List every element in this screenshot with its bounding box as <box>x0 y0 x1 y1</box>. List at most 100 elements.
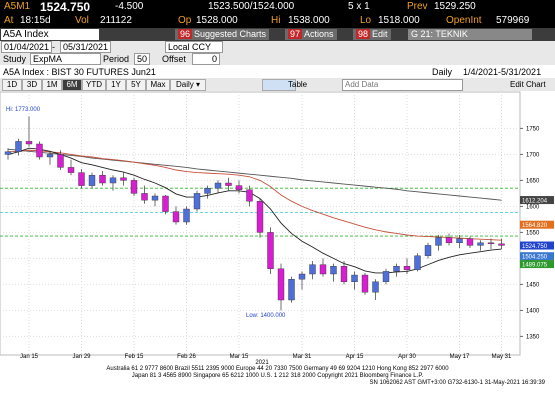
candle-body <box>267 232 274 269</box>
range-button[interactable]: YTD <box>82 79 106 91</box>
price-label: 1524.750 <box>522 244 548 250</box>
frequency: Daily <box>432 67 453 77</box>
candle-body <box>309 264 316 275</box>
actions-button[interactable]: 97 Actions <box>285 29 337 40</box>
button-number: 97 <box>288 29 303 39</box>
candle-body <box>498 243 505 246</box>
study-row: Study ExpMA Period 50 Offset 0 <box>0 53 555 65</box>
price-label: 1504.250 <box>522 255 548 261</box>
add-data-field[interactable]: Add Data <box>342 79 463 91</box>
candle-body <box>67 167 75 173</box>
price-label: 1564.820 <box>522 223 548 229</box>
x-tick-label: May 31 <box>492 354 512 360</box>
range-button[interactable]: 1M <box>42 79 62 91</box>
size: 5 x 1 <box>348 1 370 12</box>
button-number: 98 <box>356 29 371 39</box>
range-button[interactable]: Daily ▾ <box>170 79 206 91</box>
offset-label: Offset <box>162 54 186 64</box>
security-field[interactable]: A5A Index <box>1 29 99 40</box>
x-tick-label: May 17 <box>450 354 470 360</box>
candle-body <box>361 274 369 293</box>
candle-body <box>183 208 190 223</box>
range-button[interactable]: 6M <box>62 79 82 91</box>
vol-label: Vol <box>75 15 89 26</box>
y-tick-label: 1400 <box>526 308 540 314</box>
candle-body <box>141 193 148 201</box>
y-tick-label: 1350 <box>526 334 540 340</box>
candle-body <box>277 268 285 301</box>
footer-line: Japan 81 3 4565 8900 Singapore 65 6212 1… <box>131 373 424 379</box>
x-tick-label: Feb 15 <box>125 354 144 360</box>
candle-body <box>78 172 85 186</box>
candle-body <box>466 238 474 246</box>
ticker: A5M1 <box>4 1 31 12</box>
last-price: 1524.750 <box>40 0 91 14</box>
candle-body <box>319 264 327 275</box>
candle-body <box>36 143 43 158</box>
x-tick-label: Mar 31 <box>293 354 312 360</box>
candle-body <box>288 279 295 301</box>
button-label: Suggested Charts <box>194 29 267 39</box>
year-label: 2021 <box>255 360 269 366</box>
offset-field[interactable]: 0 <box>192 53 220 65</box>
x-tick-label: Apr 30 <box>398 354 416 360</box>
button-number: 96 <box>178 29 193 39</box>
candle-body <box>445 237 453 244</box>
x-tick-label: Jan 29 <box>72 354 91 360</box>
candle-body <box>88 174 96 186</box>
low-annotation: Low: 1400.000 <box>246 313 286 319</box>
toolbar: A5A Index 96 Suggested Charts 97 Actions 9… <box>0 28 555 41</box>
range-button[interactable]: Max <box>146 79 170 91</box>
study-select[interactable]: ExpMA <box>30 53 101 65</box>
vol: 211122 <box>100 15 132 26</box>
moving-average-line <box>7 149 502 241</box>
candle-body <box>424 245 432 256</box>
range-button[interactable]: 1D <box>2 79 22 91</box>
range-button[interactable]: 3D <box>22 79 42 91</box>
stats-row: At 18:15d Vol 211122 Op 1528.000 Hi 1538… <box>0 14 555 28</box>
end-date[interactable]: 05/31/2021 <box>60 41 112 53</box>
price-label-box <box>520 252 554 261</box>
range-button[interactable]: 1Y <box>106 79 126 91</box>
candle-body <box>172 211 180 223</box>
description: A5A Index : BIST 30 FUTURES Jun21 <box>3 67 156 77</box>
candle-body <box>130 180 138 194</box>
candle-body <box>99 174 106 184</box>
range-button[interactable]: 5Y <box>126 79 146 91</box>
candle-body <box>246 189 253 202</box>
candle-body <box>204 187 211 194</box>
period-field[interactable]: 50 <box>134 53 150 65</box>
candle-body <box>330 266 337 275</box>
date-range: 1/4/2021-5/31/2021 <box>463 67 542 77</box>
template-button[interactable]: G 21: TEKNIK COZUMLEM... <box>408 29 532 40</box>
y-tick-label: 1600 <box>526 204 540 210</box>
table-button[interactable] <box>262 79 296 91</box>
prev-label: Prev <box>407 1 428 12</box>
x-tick-label: Apr 15 <box>346 354 364 360</box>
candle-body <box>162 195 169 212</box>
oi-label: OpenInt <box>446 15 482 26</box>
prev: 1529.250 <box>434 1 476 12</box>
candle-body <box>4 151 12 155</box>
x-tick-label: Feb 26 <box>177 354 196 360</box>
candle-body <box>372 281 379 293</box>
suggested-charts-button[interactable]: 96 Suggested Charts <box>175 29 270 40</box>
description-row: A5A Index : BIST 30 FUTURES Jun21 Daily … <box>0 65 555 78</box>
period-label: Period <box>103 54 130 64</box>
start-date[interactable]: 01/04/2021 <box>1 41 53 53</box>
price-label-box <box>520 241 554 250</box>
edit-button[interactable]: 98 Edit <box>353 29 391 40</box>
change: -4.500 <box>115 1 144 12</box>
candle-body <box>298 273 306 280</box>
candle-body <box>151 195 159 201</box>
price-label-box <box>520 196 554 205</box>
op-label: Op <box>178 15 192 26</box>
edit-chart-button[interactable]: Edit Chart <box>510 80 546 89</box>
footer-line: Australia 61 2 9777 8600 Brazil 5511 239… <box>106 366 449 372</box>
candle-body <box>477 242 484 246</box>
currency-select[interactable]: Local CCY <box>165 41 223 53</box>
price-label: 1612.204 <box>522 199 548 205</box>
footer-line: SN 1062062 AST GMT+3:00 G732-6130-1 31-M… <box>369 380 545 386</box>
